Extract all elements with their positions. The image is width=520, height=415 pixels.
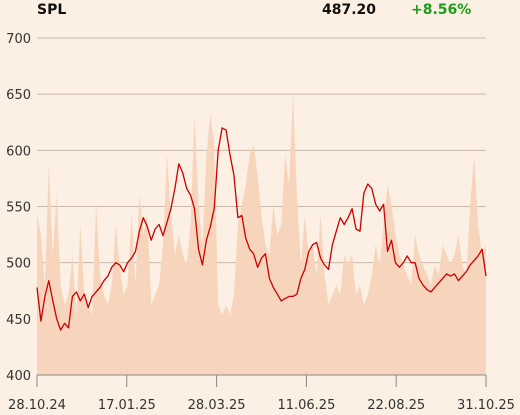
y-tick-label: 650 xyxy=(6,88,31,103)
y-tick-label: 500 xyxy=(6,257,31,272)
volume-area xyxy=(37,95,486,375)
price-line xyxy=(36,127,487,331)
x-tick-label: 28.03.25 xyxy=(188,398,246,413)
x-tick-label: 31.10.25 xyxy=(457,398,515,413)
x-tick-label: 17.01.25 xyxy=(98,398,156,413)
x-tick-label: 28.10.24 xyxy=(8,398,66,413)
axes: 400 450 500 550 600 650 700 28.10.24 17.01.25 28.… xyxy=(6,32,515,413)
symbol-label: SPL xyxy=(37,2,67,18)
volume-area-layer xyxy=(37,95,486,375)
price-line-layer xyxy=(36,127,487,331)
last-price: 487.20 xyxy=(322,2,377,18)
x-tick-label: 11.06.25 xyxy=(277,398,335,413)
y-tick-label: 600 xyxy=(6,144,31,159)
y-tick-label: 400 xyxy=(6,369,31,384)
y-tick-label: 700 xyxy=(6,32,31,47)
y-tick-label: 450 xyxy=(6,313,31,328)
y-tick-label: 550 xyxy=(6,201,31,216)
x-tick-label: 22.08.25 xyxy=(367,398,425,413)
price-change: +8.56% xyxy=(411,2,472,18)
